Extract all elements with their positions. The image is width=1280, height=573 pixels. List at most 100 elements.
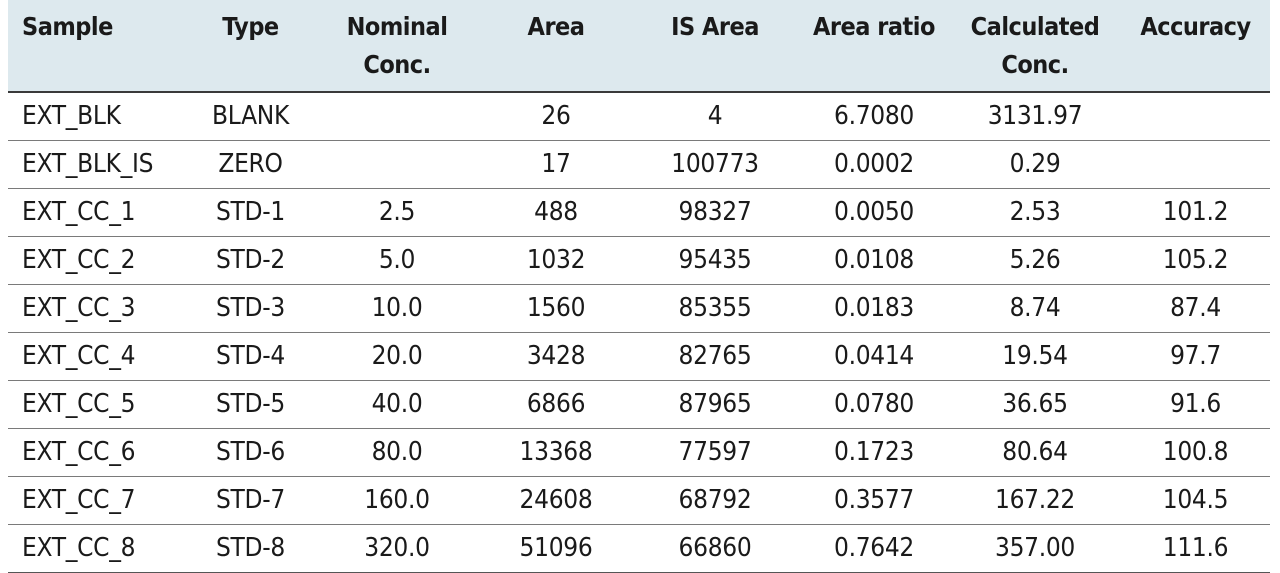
table-row: EXT_CC_7 STD-7 160.0 24608 68792 0.3577 … <box>8 476 1270 525</box>
header-is-area-label: IS Area <box>671 12 759 41</box>
cell-sample: EXT_BLK <box>8 92 188 141</box>
cell-type: STD-5 <box>188 380 313 429</box>
cell-is-area: 68792 <box>631 476 799 525</box>
cell-accuracy: 105.2 <box>1121 236 1270 285</box>
cell-type: STD-8 <box>188 524 313 573</box>
header-nominal-conc: Nominal Conc. <box>313 0 481 93</box>
cell-is-area: 82765 <box>631 332 799 381</box>
cell-calculated-conc: 5.26 <box>949 236 1121 285</box>
table-row: EXT_BLK_IS ZERO 17 100773 0.0002 0.29 <box>8 140 1270 189</box>
cell-sample: EXT_CC_1 <box>8 188 188 237</box>
header-type: Type <box>188 0 313 93</box>
cell-calculated-conc: 36.65 <box>949 380 1121 429</box>
cell-sample: EXT_CC_2 <box>8 236 188 285</box>
calibration-table: Sample Type Nominal Conc. Area IS Area A… <box>8 0 1270 573</box>
cell-area-ratio: 0.0183 <box>799 284 949 333</box>
cell-nominal-conc: 10.0 <box>313 284 481 333</box>
table-row: EXT_CC_5 STD-5 40.0 6866 87965 0.0780 36… <box>8 380 1270 429</box>
header-area-label: Area <box>527 12 585 41</box>
cell-calculated-conc: 0.29 <box>949 140 1121 189</box>
cell-sample: EXT_CC_6 <box>8 428 188 477</box>
cell-area-ratio: 0.0002 <box>799 140 949 189</box>
cell-sample: EXT_BLK_IS <box>8 140 188 189</box>
cell-sample: EXT_CC_3 <box>8 284 188 333</box>
table-row: EXT_CC_4 STD-4 20.0 3428 82765 0.0414 19… <box>8 332 1270 381</box>
cell-area: 6866 <box>481 380 631 429</box>
cell-is-area: 98327 <box>631 188 799 237</box>
cell-area: 488 <box>481 188 631 237</box>
cell-calculated-conc: 357.00 <box>949 524 1121 573</box>
cell-nominal-conc: 5.0 <box>313 236 481 285</box>
cell-is-area: 66860 <box>631 524 799 573</box>
cell-nominal-conc <box>313 92 481 141</box>
header-area: Area <box>481 0 631 93</box>
cell-accuracy: 87.4 <box>1121 284 1270 333</box>
cell-calculated-conc: 167.22 <box>949 476 1121 525</box>
cell-type: STD-6 <box>188 428 313 477</box>
cell-accuracy <box>1121 140 1270 189</box>
cell-nominal-conc: 320.0 <box>313 524 481 573</box>
cell-type: ZERO <box>188 140 313 189</box>
cell-area-ratio: 0.3577 <box>799 476 949 525</box>
header-area-ratio-label: Area ratio <box>813 12 935 41</box>
header-area-ratio: Area ratio <box>799 0 949 93</box>
cell-nominal-conc: 40.0 <box>313 380 481 429</box>
cell-accuracy: 111.6 <box>1121 524 1270 573</box>
cell-area-ratio: 0.0414 <box>799 332 949 381</box>
cell-calculated-conc: 8.74 <box>949 284 1121 333</box>
header-calculated-conc-line2: Conc. <box>1001 50 1069 79</box>
cell-nominal-conc: 80.0 <box>313 428 481 477</box>
cell-type: STD-3 <box>188 284 313 333</box>
table-body: EXT_BLK BLANK 26 4 6.7080 3131.97 EXT_BL… <box>8 92 1270 573</box>
cell-calculated-conc: 80.64 <box>949 428 1121 477</box>
table-row: EXT_CC_1 STD-1 2.5 488 98327 0.0050 2.53… <box>8 188 1270 237</box>
cell-type: STD-1 <box>188 188 313 237</box>
header-accuracy-label: Accuracy <box>1140 12 1251 41</box>
header-nominal-conc-line2: Conc. <box>363 50 431 79</box>
cell-area: 26 <box>481 92 631 141</box>
cell-accuracy <box>1121 92 1270 141</box>
cell-nominal-conc <box>313 140 481 189</box>
header-sample: Sample <box>8 0 188 93</box>
cell-area-ratio: 0.0050 <box>799 188 949 237</box>
cell-area-ratio: 0.0108 <box>799 236 949 285</box>
cell-accuracy: 100.8 <box>1121 428 1270 477</box>
cell-area-ratio: 0.0780 <box>799 380 949 429</box>
cell-is-area: 77597 <box>631 428 799 477</box>
cell-type: STD-2 <box>188 236 313 285</box>
header-accuracy: Accuracy <box>1121 0 1270 93</box>
table-row: EXT_BLK BLANK 26 4 6.7080 3131.97 <box>8 92 1270 141</box>
cell-area: 24608 <box>481 476 631 525</box>
cell-calculated-conc: 2.53 <box>949 188 1121 237</box>
cell-is-area: 87965 <box>631 380 799 429</box>
cell-is-area: 4 <box>631 92 799 141</box>
header-is-area: IS Area <box>631 0 799 93</box>
cell-area: 1032 <box>481 236 631 285</box>
table-row: EXT_CC_6 STD-6 80.0 13368 77597 0.1723 8… <box>8 428 1270 477</box>
cell-area: 1560 <box>481 284 631 333</box>
cell-type: STD-7 <box>188 476 313 525</box>
cell-nominal-conc: 2.5 <box>313 188 481 237</box>
header-nominal-conc-line1: Nominal <box>346 12 448 41</box>
cell-accuracy: 101.2 <box>1121 188 1270 237</box>
cell-calculated-conc: 3131.97 <box>949 92 1121 141</box>
cell-calculated-conc: 19.54 <box>949 332 1121 381</box>
cell-nominal-conc: 20.0 <box>313 332 481 381</box>
header-type-label: Type <box>222 12 279 41</box>
cell-area: 51096 <box>481 524 631 573</box>
cell-sample: EXT_CC_4 <box>8 332 188 381</box>
cell-type: STD-4 <box>188 332 313 381</box>
table-row: EXT_CC_2 STD-2 5.0 1032 95435 0.0108 5.2… <box>8 236 1270 285</box>
cell-area-ratio: 0.1723 <box>799 428 949 477</box>
header-calculated-conc: Calculated Conc. <box>949 0 1121 93</box>
cell-sample: EXT_CC_5 <box>8 380 188 429</box>
cell-area: 17 <box>481 140 631 189</box>
cell-area: 3428 <box>481 332 631 381</box>
cell-is-area: 100773 <box>631 140 799 189</box>
header-calculated-conc-line1: Calculated <box>970 12 1100 41</box>
cell-area-ratio: 0.7642 <box>799 524 949 573</box>
cell-area: 13368 <box>481 428 631 477</box>
cell-is-area: 95435 <box>631 236 799 285</box>
cell-nominal-conc: 160.0 <box>313 476 481 525</box>
calibration-table-container: Sample Type Nominal Conc. Area IS Area A… <box>8 0 1280 573</box>
